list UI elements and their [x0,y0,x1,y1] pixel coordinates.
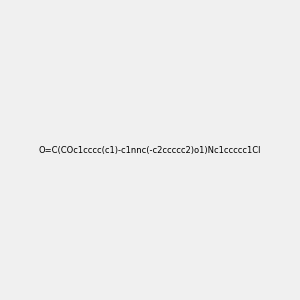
Text: O=C(COc1cccc(c1)-c1nnc(-c2ccccc2)o1)Nc1ccccc1Cl: O=C(COc1cccc(c1)-c1nnc(-c2ccccc2)o1)Nc1c… [39,146,261,154]
